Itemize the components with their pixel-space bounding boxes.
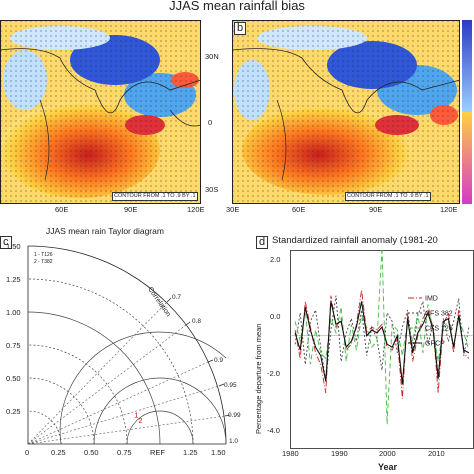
map-b-lon-60e: 60E — [292, 205, 306, 214]
figure-title: JJAS mean rainfall bias — [169, 0, 305, 13]
map-a-lat-30n: 30N — [205, 52, 219, 61]
map-b-lon-90e: 90E — [369, 205, 383, 214]
map-a-contour-note: CONTOUR FROM .1 TO .9 BY .1 — [112, 192, 198, 201]
taylor-ytick-1.25: 1.25 — [6, 275, 21, 284]
taylor-ytick-1.50: 1.50 — [6, 242, 21, 251]
colorbar — [462, 20, 472, 204]
anomaly-ytick-m2: -2.0 — [267, 369, 280, 378]
taylor-corr-ticks — [166, 297, 231, 417]
anomaly-xtick-1990: 1990 — [331, 449, 348, 458]
taylor-point-2: 2 — [139, 418, 143, 425]
taylor-corr-0.8: 0.8 — [192, 318, 202, 325]
taylor-xtick-1.25: 1.25 — [183, 448, 198, 457]
anomaly-xlabel: Year — [378, 462, 398, 472]
anomaly-ytick-m4: -4.0 — [267, 426, 280, 435]
taylor-xtick-0.75: 0.75 — [117, 448, 132, 457]
map-a-lon-60e: 60E — [55, 205, 69, 214]
taylor-corr-0.9: 0.9 — [214, 357, 224, 364]
map-panel-b — [231, 20, 461, 204]
series-line-cfs-126 — [294, 250, 470, 425]
taylor-label: c — [0, 236, 12, 249]
anomaly-ytick-2: 2.0 — [270, 255, 281, 264]
anomaly-xtick-2010: 2010 — [428, 449, 445, 458]
taylor-legend-2: 2 - T382 — [34, 259, 53, 265]
taylor-frame — [27, 245, 227, 445]
taylor-ytick-0.50: 0.50 — [6, 374, 21, 383]
taylor-ytick-0.75: 0.75 — [6, 341, 21, 350]
taylor-std-arcs — [27, 278, 194, 445]
legend-entry-2: CFS 126 — [425, 326, 453, 333]
map-b-contour-note: CONTOUR FROM .1 TO .9 BY .1 — [345, 192, 431, 201]
series-line-gpcp — [294, 301, 470, 385]
taylor-xtick-ref: REF — [150, 448, 165, 457]
anomaly-ylabel: Percentage departure from mean — [254, 323, 263, 434]
taylor-corr-0.7: 0.7 — [172, 294, 182, 301]
taylor-xtick-0.50: 0.50 — [84, 448, 99, 457]
legend-entry-0: IMD — [425, 296, 438, 303]
taylor-ytick-1.00: 1.00 — [6, 308, 21, 317]
map-a-lat-0: 0 — [208, 118, 213, 127]
anomaly-legend: IMD CFS 382 CFS 126 GPCP — [408, 296, 453, 348]
legend-entry-3: GPCP — [425, 341, 445, 348]
legend-entry-1: CFS 382 — [425, 311, 453, 318]
map-b-label: b — [234, 22, 247, 35]
map-panel-a — [0, 20, 202, 204]
colorbar-top — [462, 20, 472, 112]
taylor-points: 12 — [134, 412, 142, 425]
map-b-lon-30e: 30E — [226, 205, 240, 214]
taylor-corr-rays — [27, 301, 226, 445]
taylor-corr-0.99: 0.99 — [228, 412, 241, 419]
taylor-title: JJAS mean rain Taylor diagram — [46, 226, 164, 236]
anomaly-xtick-2000: 2000 — [379, 449, 396, 458]
taylor-point-1: 1 — [134, 412, 138, 419]
anomaly-chart: IMD CFS 382 CFS 126 GPCP — [290, 250, 474, 449]
map-a-lon-90e: 90E — [124, 205, 138, 214]
taylor-xtick-0: 0 — [25, 448, 30, 457]
map-a-canvas — [0, 20, 202, 204]
taylor-legend-1: 1 - T126 — [34, 252, 53, 258]
taylor-xtick-0.25: 0.25 — [51, 448, 66, 457]
taylor-ytick-0.25: 0.25 — [6, 407, 21, 416]
map-b-canvas — [231, 20, 461, 204]
anomaly-frame — [290, 250, 474, 449]
map-b-lon-120e: 120E — [440, 205, 458, 214]
map-a-lat-30s: 30S — [205, 185, 219, 194]
anomaly-title: Standardized rainfall anomaly (1981-20 — [272, 235, 438, 246]
colorbar-bottom — [462, 112, 472, 204]
anomaly-series — [290, 250, 474, 425]
taylor-rms-arcs — [59, 331, 227, 445]
taylor-corr-0.95: 0.95 — [224, 382, 237, 389]
anomaly-ytick-0: 0.0 — [270, 312, 281, 321]
taylor-diagram: 12 — [27, 245, 231, 445]
map-a-lon-120e: 120E — [187, 205, 205, 214]
taylor-xtick-1.50: 1.50 — [211, 448, 226, 457]
taylor-corr-1.0: 1.0 — [229, 438, 239, 445]
anomaly-xtick-1980: 1980 — [282, 449, 299, 458]
series-line-imd — [294, 289, 470, 399]
anomaly-label: d — [256, 236, 269, 249]
